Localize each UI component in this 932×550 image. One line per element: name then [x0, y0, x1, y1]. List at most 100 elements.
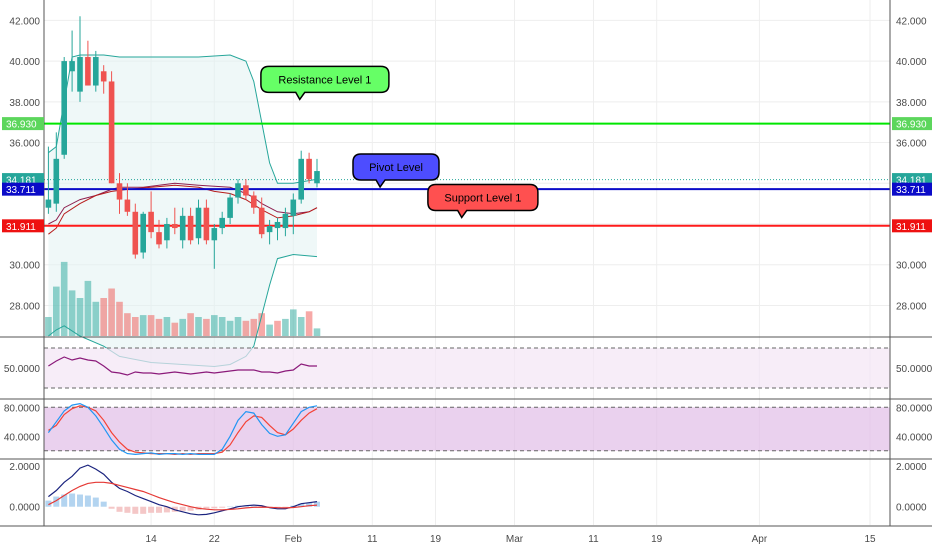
candle[interactable] [235, 179, 241, 204]
callout-bubble [352, 153, 440, 189]
candle[interactable] [172, 207, 178, 235]
candle-body [69, 61, 75, 72]
candle-body [61, 61, 67, 155]
y-tick-label: 36.000 [896, 139, 927, 150]
candle[interactable] [258, 197, 265, 239]
price-tag-label: 31.911 [6, 222, 36, 233]
candle-body [251, 195, 257, 208]
candle-body [108, 81, 115, 184]
candle-body [243, 185, 249, 196]
candle[interactable] [203, 199, 210, 245]
callout-bubble [427, 183, 539, 219]
candle[interactable] [179, 207, 186, 249]
candle[interactable] [77, 16, 83, 102]
candle-body [219, 217, 225, 229]
candle[interactable] [156, 219, 162, 249]
macd-histogram-bar [45, 500, 52, 507]
candle-body [266, 226, 273, 233]
candle[interactable] [211, 224, 218, 269]
candle-body [258, 207, 265, 235]
macd-histogram-bar [61, 494, 68, 507]
candle[interactable] [140, 211, 146, 259]
macd-histogram-bar [211, 506, 218, 509]
callout-label: Support Level 1 [444, 193, 521, 205]
y-tick-label: 80.0000 [4, 403, 41, 414]
candle[interactable] [93, 50, 99, 92]
y-tick-label: 30.000 [9, 261, 40, 272]
price-tag-label: 36.930 [896, 120, 927, 131]
volume-bar [68, 290, 76, 336]
level-callout[interactable]: Support Level 1 [427, 183, 539, 219]
macd-histogram-bar [314, 501, 320, 507]
candle-body [77, 57, 83, 92]
candle[interactable] [148, 191, 154, 239]
macd-histogram-bar [84, 495, 91, 507]
candle[interactable] [266, 219, 273, 245]
price-tag: 33.711 [2, 182, 44, 196]
stoch-series-line [48, 405, 318, 456]
volume-bar [203, 318, 210, 336]
price-tag-label: 36.930 [6, 120, 37, 131]
candle[interactable] [187, 207, 194, 245]
candle[interactable] [116, 173, 123, 214]
candle[interactable] [306, 152, 312, 184]
macd-histogram-bar [156, 506, 162, 513]
candle[interactable] [195, 199, 202, 245]
candle-body [290, 199, 297, 216]
candle[interactable] [45, 146, 52, 214]
volume-bar [266, 324, 273, 336]
y-tick-label: 2.0000 [9, 462, 40, 473]
rsi-band-fill [44, 348, 890, 388]
stoch-band-fill [44, 407, 890, 451]
volume-bar [282, 318, 289, 336]
price-tag: 31.911 [2, 219, 44, 233]
volume-bar [139, 315, 147, 336]
volume-bar [226, 320, 234, 336]
level-callout[interactable]: Pivot Level [352, 153, 440, 189]
candle[interactable] [108, 71, 115, 184]
price-tag: 36.930 [892, 117, 932, 131]
volume-bar [147, 315, 155, 336]
candle[interactable] [164, 217, 170, 249]
y-tick-label: 50.0000 [4, 364, 41, 375]
candle-body [148, 211, 154, 233]
macd-histogram-bar [179, 506, 186, 511]
price-tag-label: 33.711 [6, 185, 36, 196]
candle[interactable] [219, 211, 225, 235]
volume-bar [258, 313, 265, 336]
candle[interactable] [243, 179, 249, 200]
candle[interactable] [85, 40, 91, 86]
candle[interactable] [53, 132, 60, 212]
bollinger-middle-line [48, 182, 318, 225]
candle[interactable] [124, 183, 131, 216]
candle[interactable] [227, 193, 233, 224]
y-tick-label: 42.000 [9, 16, 40, 27]
candle[interactable] [61, 57, 67, 159]
volume-bar [163, 317, 171, 336]
volume-bar [187, 313, 194, 336]
moving-average-line [48, 184, 318, 235]
stoch-series-line [47, 402, 318, 456]
y-tick-label: 2.0000 [896, 462, 927, 473]
rsi-series-line [48, 356, 317, 376]
volume-bar [297, 317, 305, 336]
y-tick-label: 38.000 [9, 98, 40, 109]
candle[interactable] [290, 193, 297, 235]
candle[interactable] [100, 65, 107, 94]
candle[interactable] [251, 191, 257, 214]
candle-body [187, 215, 194, 241]
volume-bar [179, 318, 186, 336]
candle[interactable] [314, 158, 320, 188]
candle[interactable] [298, 150, 304, 204]
candle[interactable] [69, 30, 75, 92]
y-tick-label: 80.0000 [896, 403, 932, 414]
y-tick-label: 40.000 [896, 57, 927, 68]
macd-series-line [48, 481, 318, 511]
candle[interactable] [274, 217, 281, 241]
candle[interactable] [282, 207, 289, 237]
level-callout[interactable]: Resistance Level 1 [260, 65, 390, 101]
candle-body [227, 197, 233, 218]
x-tick-label: Apr [752, 534, 768, 545]
candle[interactable] [132, 203, 139, 259]
